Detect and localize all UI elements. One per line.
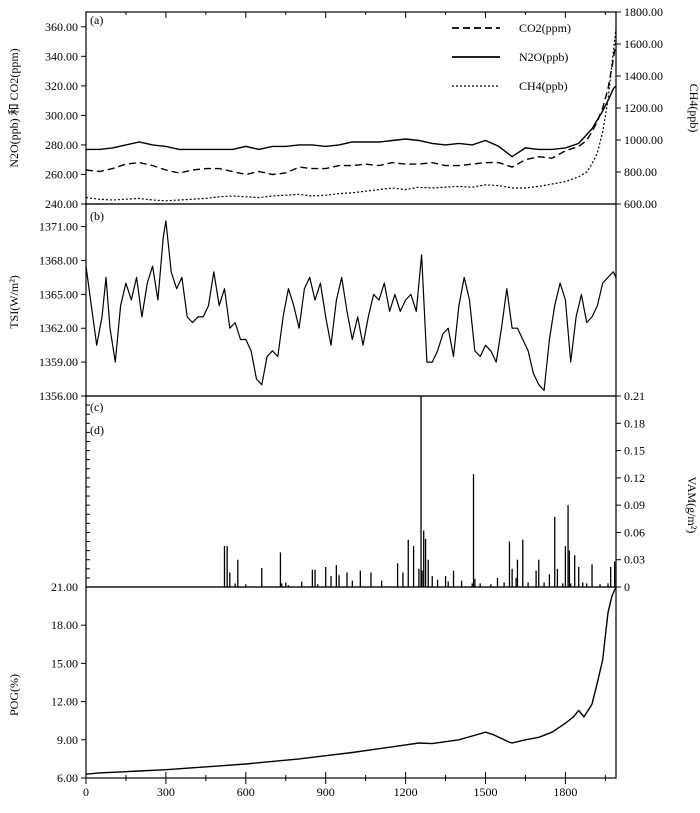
- panel-d-pog-line: [85, 586, 617, 775]
- panel-b-ytick-label: 1356.00: [39, 389, 78, 403]
- legend: CO2(ppm) N2O(ppb) CH4(ppb): [452, 21, 571, 93]
- data-marks: [85, 27, 617, 775]
- panel-d-ylabel: POG(%): [7, 674, 21, 716]
- panel-c-ytick-label: 21.00: [51, 580, 78, 594]
- legend-label-n2o: N2O(ppb): [519, 50, 568, 64]
- panel-b-ytick-label: 1362.00: [39, 321, 78, 335]
- panel-a-series-ch4-line: [85, 27, 617, 202]
- panel-c-y2tick-label: 0.12: [624, 471, 645, 485]
- panel-b-label: (b): [90, 209, 104, 223]
- panel-a-ytick-label: 280.00: [45, 138, 78, 152]
- panel-a-series-co2-line: [85, 41, 617, 176]
- x-tick-label: 0: [83, 785, 89, 799]
- panel-a-ytick-label: 340.00: [45, 49, 78, 63]
- panel-d-ytick-label: 6.00: [57, 771, 78, 785]
- panel-c-y2tick-label: 0.21: [624, 389, 645, 403]
- panel-d-ytick-label: 15.00: [51, 656, 78, 670]
- panel-a-ytick-label: 300.00: [45, 108, 78, 122]
- panel-a-y2tick-label: 1000.00: [624, 133, 663, 147]
- panel-d-ytick-label: 9.00: [57, 733, 78, 747]
- legend-label-co2: CO2(ppm): [519, 21, 571, 35]
- panel-b-ytick-label: 1365.00: [39, 287, 78, 301]
- panel-a-y2label: CH4(ppb): [687, 84, 700, 133]
- panel-a-ytick-label: 240.00: [45, 197, 78, 211]
- panel-a-y2tick-label: 1400.00: [624, 69, 663, 83]
- panel-a-y2tick-label: 800.00: [624, 165, 657, 179]
- panel-c-y2tick-label: 0.06: [624, 525, 645, 539]
- x-tick-label: 300: [157, 785, 175, 799]
- panel-c-y2tick-label: 0.03: [624, 553, 645, 567]
- panel-a-ytick-label: 320.00: [45, 79, 78, 93]
- panel-a-ylabel: N2O(ppb) 和 CO2(ppm): [7, 48, 21, 167]
- panel-c-y2tick-label: 0.15: [624, 444, 645, 458]
- plot-frames: [85, 11, 617, 779]
- panel-a-ytick-label: 360.00: [45, 20, 78, 34]
- panel-b-tsi-line: [85, 220, 617, 391]
- panel-b-frame: [85, 203, 617, 397]
- x-tick-label: 1800: [553, 785, 577, 799]
- panel-c-y2tick-label: 0: [624, 580, 630, 594]
- legend-label-ch4: CH4(ppb): [519, 79, 568, 93]
- x-tick-label: 900: [317, 785, 335, 799]
- x-tick-label: 1200: [394, 785, 418, 799]
- panel-c-frame: [85, 395, 617, 588]
- panel-d-label: (d): [90, 423, 104, 437]
- panel-b-ytick-label: 1359.00: [39, 355, 78, 369]
- panel-c-label: (c): [90, 400, 103, 414]
- x-tick-label: 600: [237, 785, 255, 799]
- panel-b-ytick-label: 1368.00: [39, 253, 78, 267]
- x-tick-label: 1500: [473, 785, 497, 799]
- panel-c-y2tick-label: 0.09: [624, 498, 645, 512]
- panel-a-ytick-label: 260.00: [45, 167, 78, 181]
- panel-a-label: (a): [90, 13, 103, 27]
- panel-b-ytick-label: 1371.00: [39, 220, 78, 234]
- panel-d-ytick-label: 18.00: [51, 618, 78, 632]
- panel-a-y2tick-label: 600.00: [624, 197, 657, 211]
- panel-a-y2tick-label: 1800.00: [624, 5, 663, 19]
- panel-a-y2tick-label: 1200.00: [624, 101, 663, 115]
- axes: 0 300 600 900 1200 1500 1800 240.00 260.00 280.00…: [39, 5, 663, 799]
- panel-a-series-n2o-line: [86, 85, 617, 158]
- panel-d-frame: [85, 586, 617, 779]
- panel-a-frame: [85, 11, 617, 205]
- panel-c-ylabel: VAM(g/m²): [685, 477, 699, 534]
- panel-a-y2tick-label: 1600.00: [624, 37, 663, 51]
- panel-d-ytick-label: 12.00: [51, 695, 78, 709]
- panel-b-ylabel: TSI(W/m²): [7, 275, 21, 329]
- panel-c-y2tick-label: 0.18: [624, 416, 645, 430]
